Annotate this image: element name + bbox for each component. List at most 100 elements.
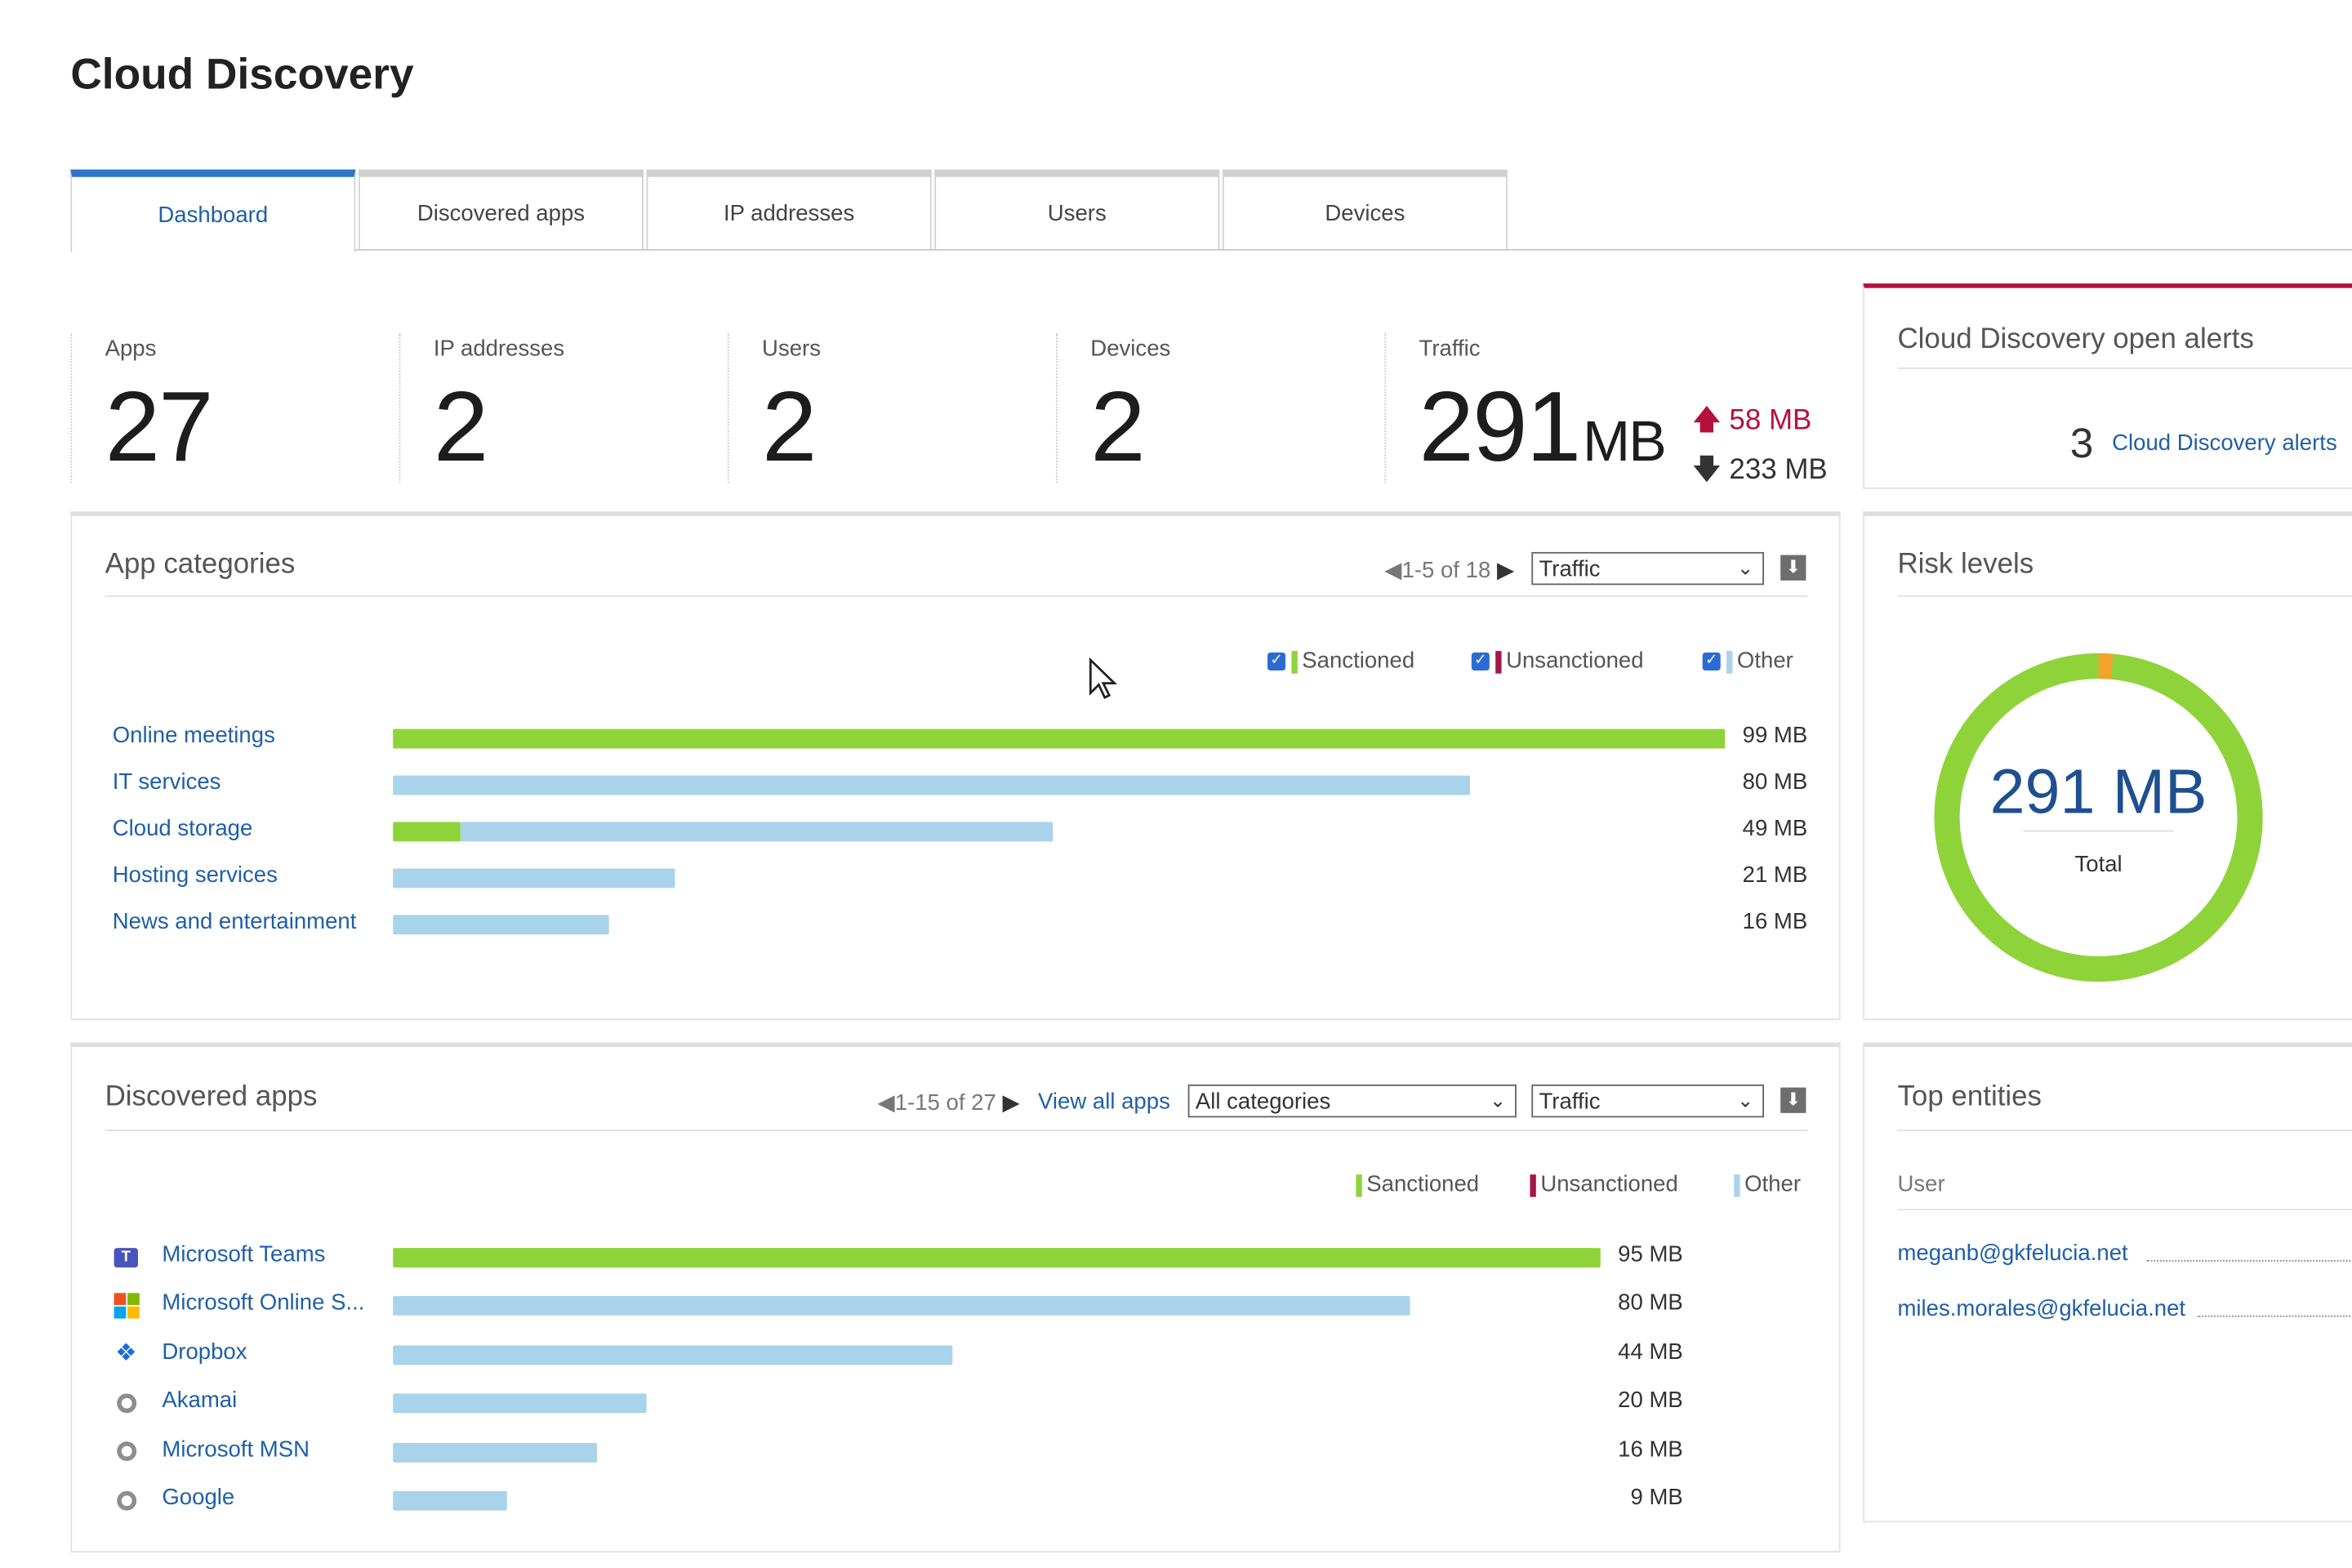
download-icon[interactable]: ⬇	[1780, 1087, 1806, 1113]
kpi-traffic[interactable]: Traffic 291MB	[1384, 332, 1839, 483]
category-value: 49 MB	[1742, 816, 1808, 842]
chevron-down-icon: ⌄	[1737, 1089, 1754, 1112]
alerts-panel: Cloud Discovery open alerts 3 Cloud Disc…	[1863, 283, 2352, 489]
top-entity-user[interactable]: meganb@gkfelucia.net	[1897, 1240, 2128, 1267]
risk-levels-title: Risk levels	[1897, 549, 2034, 581]
category-row[interactable]: Online meetings 99 MB	[72, 723, 1842, 759]
category-row[interactable]: Cloud storage 49 MB	[72, 816, 1842, 852]
category-filter-select[interactable]: All categories ⌄	[1187, 1084, 1517, 1118]
view-all-apps-link[interactable]: View all apps	[1038, 1089, 1170, 1115]
unsanctioned-swatch	[1530, 1174, 1536, 1196]
download-icon[interactable]: ⬇	[1780, 555, 1806, 581]
generic-app-icon	[113, 1486, 140, 1513]
pager-next-icon[interactable]: ▶	[1496, 558, 1515, 584]
kpi-users-value: 2	[762, 370, 817, 482]
app-value: 20 MB	[1618, 1388, 1683, 1414]
kpi-ip-addresses[interactable]: IP addresses 2	[399, 332, 728, 483]
app-label[interactable]: Akamai	[162, 1388, 238, 1414]
app-categories-metric-select[interactable]: Traffic ⌄	[1531, 551, 1764, 586]
traffic-total: 291	[1419, 370, 1582, 482]
app-row[interactable]: Microsoft MSN 16 MB	[72, 1437, 1842, 1472]
discovered-apps-metric-select[interactable]: Traffic ⌄	[1531, 1084, 1764, 1118]
category-label[interactable]: Online meetings	[112, 723, 275, 749]
category-label[interactable]: Hosting services	[112, 862, 278, 889]
traffic-unit: MB	[1582, 411, 1667, 474]
top-entities-column-header: User	[1897, 1171, 1945, 1197]
app-label[interactable]: Dropbox	[162, 1339, 247, 1365]
category-label[interactable]: Cloud storage	[112, 816, 253, 842]
tab-devices[interactable]: Devices	[1222, 169, 1508, 249]
entity-dotted-leader	[2197, 1315, 2352, 1317]
tabs-divider	[70, 248, 2352, 251]
pager-next-icon[interactable]: ▶	[1002, 1090, 1020, 1116]
app-categories-pager: ◀1-5 of 18 ▶	[1384, 558, 1515, 584]
tab-ip-addresses[interactable]: IP addresses	[646, 169, 932, 249]
app-value: 44 MB	[1618, 1339, 1683, 1365]
discovered-apps-title: Discovered apps	[105, 1081, 318, 1113]
traffic-upload-value: 58 MB	[1729, 404, 1812, 437]
top-entity-user[interactable]: miles.morales@gkfelucia.net	[1897, 1295, 2186, 1322]
legend-sanctioned[interactable]: ✓ Sanctioned	[1267, 648, 1414, 674]
kpi-apps-value: 27	[105, 370, 214, 482]
kpi-devices[interactable]: Devices 2	[1056, 332, 1384, 483]
app-label[interactable]: Microsoft Teams	[162, 1241, 326, 1268]
app-bar-other[interactable]	[393, 1345, 953, 1365]
category-bar-other[interactable]	[393, 868, 676, 889]
chevron-down-icon: ⌄	[1737, 556, 1754, 579]
app-row[interactable]: Google 9 MB	[72, 1485, 1842, 1521]
category-bar-sanctioned[interactable]	[393, 728, 1726, 749]
tab-users[interactable]: Users	[934, 169, 1220, 249]
legend-unsanctioned[interactable]: ✓ Unsanctioned	[1471, 648, 1644, 674]
other-checkbox[interactable]: ✓	[1702, 653, 1721, 671]
dropbox-icon: ❖	[115, 1340, 137, 1366]
legend-sanctioned: Sanctioned	[1350, 1171, 1479, 1197]
app-bar-sanctioned[interactable]	[393, 1248, 1601, 1268]
app-row[interactable]: Akamai 20 MB	[72, 1388, 1842, 1423]
app-categories-rule	[105, 595, 1808, 598]
unsanctioned-checkbox[interactable]: ✓	[1471, 653, 1490, 671]
category-bar-sanctioned[interactable]	[393, 822, 461, 842]
category-value: 80 MB	[1742, 769, 1808, 795]
kpi-users-label: Users	[762, 336, 822, 362]
kpi-ip-value: 2	[433, 370, 488, 482]
kpi-apps[interactable]: Apps 27	[70, 332, 399, 483]
category-bar-other[interactable]	[460, 822, 1053, 842]
legend-other[interactable]: ✓ Other	[1702, 648, 1793, 674]
category-row[interactable]: Hosting services 21 MB	[72, 862, 1842, 898]
alerts-link[interactable]: Cloud Discovery alerts	[2112, 430, 2337, 457]
kpi-users[interactable]: Users 2	[727, 332, 1056, 483]
app-bar-other[interactable]	[393, 1490, 508, 1511]
sanctioned-swatch	[1356, 1174, 1362, 1196]
risk-donut-chart	[1934, 653, 2263, 982]
app-label[interactable]: Google	[162, 1485, 235, 1511]
tab-discovered-apps[interactable]: Discovered apps	[358, 169, 644, 249]
category-row[interactable]: News and entertainment 16 MB	[72, 909, 1842, 945]
app-bar-other[interactable]	[393, 1393, 648, 1414]
pager-prev-icon[interactable]: ◀	[877, 1090, 895, 1116]
app-bar-other[interactable]	[393, 1296, 1410, 1316]
app-row[interactable]: Microsoft Online S... 80 MB	[72, 1290, 1842, 1326]
app-label[interactable]: Microsoft MSN	[162, 1436, 310, 1463]
category-row[interactable]: IT services 80 MB	[72, 769, 1842, 805]
app-row[interactable]: T Microsoft Teams 95 MB	[72, 1242, 1842, 1278]
category-label[interactable]: IT services	[112, 769, 221, 795]
sanctioned-checkbox[interactable]: ✓	[1267, 653, 1286, 671]
discovered-apps-rule	[105, 1129, 1808, 1131]
pager-prev-icon[interactable]: ◀	[1384, 558, 1402, 584]
top-entities-header-rule	[1897, 1209, 2352, 1211]
discovered-apps-panel: Discovered apps ◀1-15 of 27 ▶ View all a…	[70, 1042, 1842, 1553]
app-row[interactable]: ❖ Dropbox 44 MB	[72, 1339, 1842, 1375]
kpi-ip-label: IP addresses	[433, 336, 565, 362]
tab-dashboard[interactable]: Dashboard	[70, 169, 356, 252]
risk-donut-medium-segment	[2098, 653, 2114, 679]
app-categories-panel: App categories ◀1-5 of 18 ▶ Traffic ⌄ ⬇ ✓…	[70, 511, 1842, 1020]
app-bar-other[interactable]	[393, 1442, 597, 1463]
alerts-count: 3	[2069, 420, 2094, 467]
category-label[interactable]: News and entertainment	[112, 909, 357, 935]
category-bar-other[interactable]	[393, 775, 1470, 795]
other-swatch	[1734, 1174, 1740, 1196]
upload-arrow-icon: 🡅	[1691, 404, 1722, 437]
app-label[interactable]: Microsoft Online S...	[162, 1290, 365, 1316]
category-bar-other[interactable]	[393, 915, 608, 935]
teams-icon: T	[113, 1244, 140, 1271]
